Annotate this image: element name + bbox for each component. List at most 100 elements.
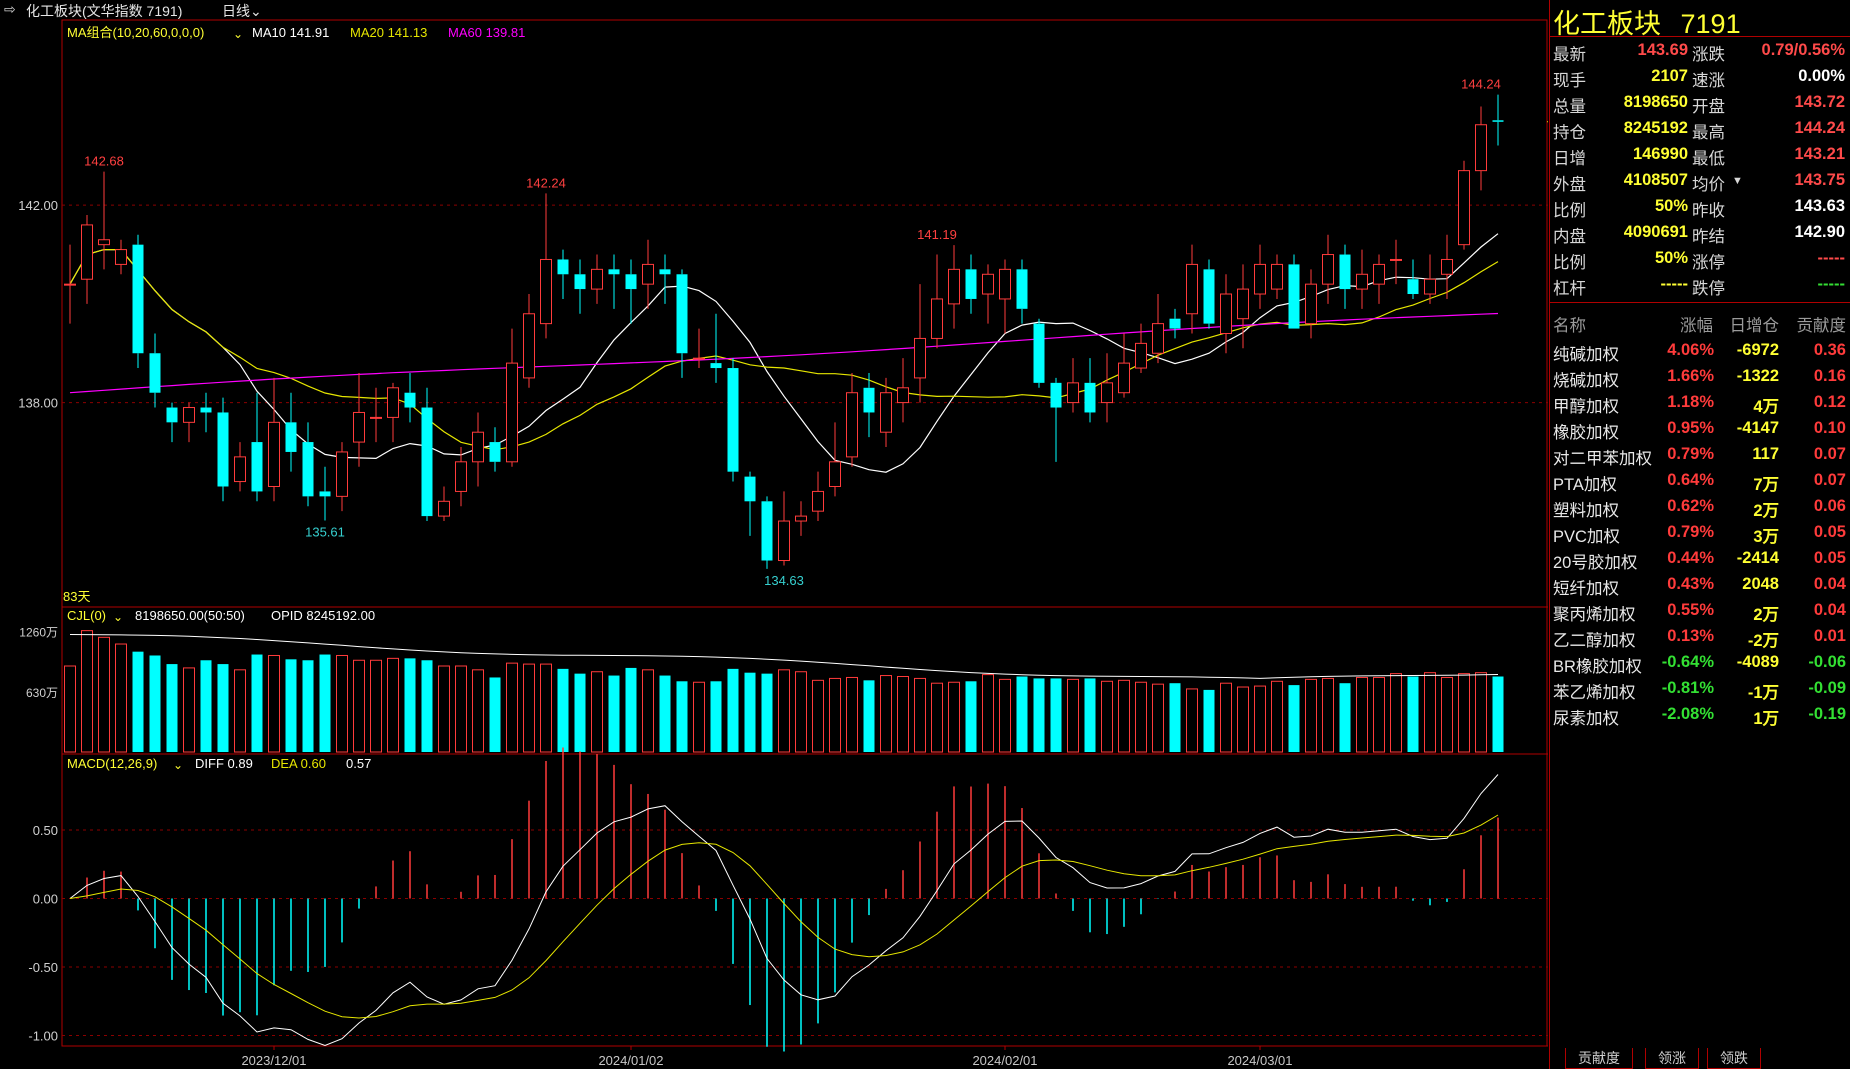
candle[interactable] [64,244,76,324]
component-row[interactable]: PTA加权 0.64% 7万 0.07 [1550,469,1850,495]
component-row[interactable]: 烧碱加权 1.66% -1322 0.16 [1550,365,1850,391]
component-row[interactable]: 乙二醇加权 0.13% -2万 0.01 [1550,625,1850,651]
header-position-change[interactable]: 日增仓 [1729,317,1780,335]
candle[interactable] [1169,308,1181,339]
chevron-swap-icon[interactable]: ⇨ [4,1,16,17]
candle[interactable] [506,328,518,467]
candle[interactable] [472,412,484,487]
candle[interactable] [693,328,705,369]
candle[interactable] [846,372,858,467]
component-row[interactable]: 尿素加权 -2.08% 1万 -0.19 [1550,703,1850,729]
candle[interactable] [1424,254,1436,304]
candle[interactable] [1186,244,1198,334]
candle[interactable] [1458,160,1470,250]
candle[interactable] [149,333,161,408]
candle[interactable] [1390,239,1402,285]
cjl-label[interactable]: CJL(0) [67,608,106,623]
candle[interactable] [1373,254,1385,304]
chevron-down-icon[interactable]: ⌄ [113,610,123,624]
candle[interactable] [523,294,535,388]
candle[interactable] [404,372,416,423]
candle[interactable] [1305,269,1317,339]
candlestick-series[interactable] [64,94,1549,569]
candle[interactable] [829,422,841,497]
candle[interactable] [421,387,433,522]
tab-leading-down[interactable]: 领跌 [1707,1048,1761,1069]
component-row[interactable]: 20号胶加权 0.44% -2414 0.05 [1550,547,1850,573]
candle[interactable] [1322,234,1334,304]
candle[interactable] [863,372,875,438]
candle[interactable] [166,402,178,443]
candle[interactable] [336,442,348,512]
candle[interactable] [1288,254,1300,329]
candle[interactable] [1441,234,1453,299]
candle[interactable] [659,254,671,304]
component-row[interactable]: 橡胶加权 0.95% -4147 0.10 [1550,417,1850,443]
macd-label[interactable]: MACD(12,26,9) [67,756,157,771]
candle[interactable] [880,377,892,448]
candle[interactable] [1118,333,1130,398]
tab-leading-up[interactable]: 领涨 [1645,1048,1699,1069]
component-row[interactable]: 苯乙烯加权 -0.81% -1万 -0.09 [1550,677,1850,703]
candle[interactable] [302,422,314,507]
candle[interactable] [812,471,824,522]
candle[interactable] [1084,358,1096,423]
component-row[interactable]: 聚丙烯加权 0.55% 2万 0.04 [1550,599,1850,625]
header-name[interactable]: 名称 [1553,317,1586,335]
candle[interactable] [625,259,637,324]
component-row[interactable]: 甲醇加权 1.18% 4万 0.12 [1550,391,1850,417]
candle[interactable] [999,259,1011,334]
tab-contribution[interactable]: 贡献度 [1565,1048,1633,1069]
candle[interactable] [1101,353,1113,423]
candle[interactable] [217,397,229,502]
candle[interactable] [727,358,739,482]
candle[interactable] [948,245,960,329]
candle[interactable] [251,392,263,502]
candle[interactable] [1152,294,1164,364]
candle[interactable] [897,358,909,423]
candle[interactable] [1033,318,1045,388]
candle[interactable] [438,486,450,522]
candle[interactable] [1475,106,1487,191]
period-selector[interactable]: 日线⌄ [222,1,262,21]
candle[interactable] [778,491,790,566]
candle[interactable] [761,496,773,569]
candle[interactable] [268,377,280,502]
candle[interactable] [1067,358,1079,413]
component-row[interactable]: BR橡胶加权 -0.64% -4089 -0.06 [1550,651,1850,677]
component-row[interactable]: 纯碱加权 4.06% -6972 0.36 [1550,339,1850,365]
volume-series[interactable] [64,630,1504,753]
candle[interactable] [387,382,399,443]
candle[interactable] [81,215,93,304]
candle[interactable] [1339,244,1351,309]
candle[interactable] [1220,274,1232,354]
candle[interactable] [98,171,110,270]
candle[interactable] [1271,254,1283,299]
candle[interactable] [183,402,195,443]
candle[interactable] [982,264,994,324]
candle[interactable] [489,427,501,472]
candle[interactable] [234,442,246,492]
header-change[interactable]: 涨幅 [1680,317,1713,335]
component-row[interactable]: PVC加权 0.79% 3万 0.05 [1550,521,1850,547]
candle[interactable] [591,254,603,304]
candle[interactable] [1237,264,1249,349]
chevron-down-icon[interactable]: ⌄ [173,758,183,772]
candle[interactable] [540,193,552,339]
candle[interactable] [914,284,926,403]
candle[interactable] [1050,377,1062,462]
candle[interactable] [1492,94,1504,146]
candle[interactable] [1254,244,1266,309]
candle[interactable] [608,254,620,309]
candle[interactable] [353,372,365,467]
candle[interactable] [200,392,212,433]
candle[interactable] [557,249,569,299]
candle[interactable] [642,239,654,309]
triangle-down-icon[interactable]: ▼ [1732,175,1743,187]
candle[interactable] [132,234,144,369]
component-row[interactable]: 短纤加权 0.43% 2048 0.04 [1550,573,1850,599]
component-row[interactable]: 塑料加权 0.62% 2万 0.06 [1550,495,1850,521]
candle[interactable] [1356,249,1368,309]
candle[interactable] [1203,259,1215,329]
ma-combo-label[interactable]: MA组合(10,20,60,0,0,0) [67,25,204,40]
